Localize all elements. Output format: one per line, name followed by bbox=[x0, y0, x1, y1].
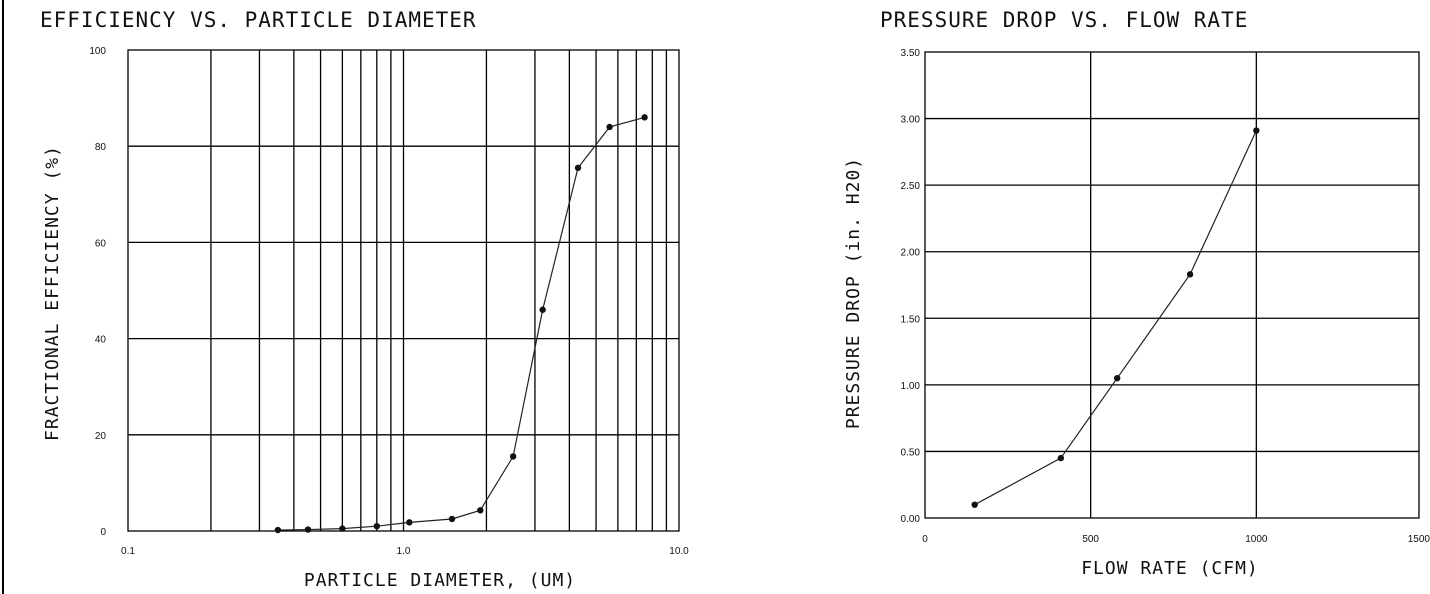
pressure-x-tick-label: 1500 bbox=[1408, 534, 1430, 545]
efficiency-data-point bbox=[606, 123, 613, 131]
efficiency-chart: EFFICIENCY VS. PARTICLE DIAMETER PARTICL… bbox=[40, 8, 689, 591]
efficiency-y-tick-label: 20 bbox=[95, 431, 107, 442]
pressure-x-tick-label: 1000 bbox=[1245, 534, 1268, 545]
efficiency-chart-grid bbox=[127, 49, 680, 532]
efficiency-series-line bbox=[277, 116, 645, 531]
pressure-chart-series bbox=[971, 127, 1260, 508]
pressure-chart-title: PRESSURE DROP VS. FLOW RATE bbox=[880, 8, 1248, 32]
pressure-plot-frame bbox=[924, 51, 1420, 519]
efficiency-y-tick-label: 40 bbox=[95, 335, 107, 346]
efficiency-data-point bbox=[373, 522, 381, 530]
efficiency-y-tick-label: 100 bbox=[89, 46, 106, 57]
pressure-y-tick-label: 2.00 bbox=[901, 248, 921, 259]
pressure-y-tick-label: 3.50 bbox=[901, 48, 921, 59]
efficiency-y-tick-label: 0 bbox=[100, 527, 106, 538]
efficiency-data-point bbox=[339, 525, 346, 532]
efficiency-data-point bbox=[641, 114, 648, 121]
pressure-series-line bbox=[974, 130, 1257, 506]
efficiency-x-tick-label: 0.1 bbox=[121, 546, 135, 557]
pressure-chart: PRESSURE DROP VS. FLOW RATE FLOW RATE (C… bbox=[843, 8, 1430, 579]
efficiency-x-tick-label: 1.0 bbox=[397, 546, 411, 557]
efficiency-x-tick-label: 10.0 bbox=[669, 546, 689, 557]
efficiency-chart-title: EFFICIENCY VS. PARTICLE DIAMETER bbox=[40, 8, 477, 32]
efficiency-data-point bbox=[477, 507, 484, 514]
pressure-data-point bbox=[1186, 271, 1194, 278]
pressure-y-tick-label: 3.00 bbox=[901, 115, 921, 126]
pressure-chart-y-axis-label: PRESSURE DROP (in. H20) bbox=[843, 157, 864, 429]
efficiency-data-point bbox=[509, 453, 517, 460]
efficiency-y-tick-label: 80 bbox=[95, 142, 107, 153]
pressure-x-tick-label: 500 bbox=[1082, 534, 1099, 545]
efficiency-data-point bbox=[448, 515, 456, 523]
efficiency-chart-x-axis-label: PARTICLE DIAMETER, (UM) bbox=[304, 570, 576, 591]
efficiency-data-point bbox=[539, 306, 546, 313]
pressure-chart-x-axis-label: FLOW RATE (CFM) bbox=[1081, 558, 1259, 579]
pressure-data-point bbox=[1253, 127, 1260, 134]
pressure-data-point bbox=[971, 501, 978, 508]
pressure-y-tick-label: 0.00 bbox=[901, 514, 921, 525]
pressure-data-point bbox=[1057, 454, 1065, 462]
pressure-y-tick-label: 1.50 bbox=[901, 314, 921, 325]
efficiency-data-point bbox=[574, 164, 582, 172]
efficiency-y-tick-label: 60 bbox=[95, 238, 107, 249]
pressure-y-tick-label: 1.00 bbox=[901, 381, 921, 392]
pressure-chart-grid bbox=[924, 51, 1420, 519]
pressure-y-tick-label: 0.50 bbox=[901, 447, 921, 458]
efficiency-chart-ticks: 0 20 40 60 80 100 0.1 1.0 10.0 bbox=[89, 46, 689, 557]
pressure-data-point bbox=[1113, 375, 1121, 382]
pressure-y-tick-label: 2.50 bbox=[901, 181, 921, 192]
efficiency-data-point bbox=[304, 526, 312, 533]
efficiency-data-point bbox=[274, 526, 282, 534]
pressure-x-tick-label: 0 bbox=[922, 534, 928, 545]
pressure-chart-ticks: 0.00 0.50 1.00 1.50 2.00 2.50 3.00 3.50 0 500 1000… bbox=[901, 48, 1430, 545]
efficiency-chart-series bbox=[274, 114, 648, 534]
efficiency-data-point bbox=[406, 519, 413, 526]
efficiency-chart-y-axis-label: FRACTIONAL EFFICIENCY (%) bbox=[42, 145, 63, 441]
